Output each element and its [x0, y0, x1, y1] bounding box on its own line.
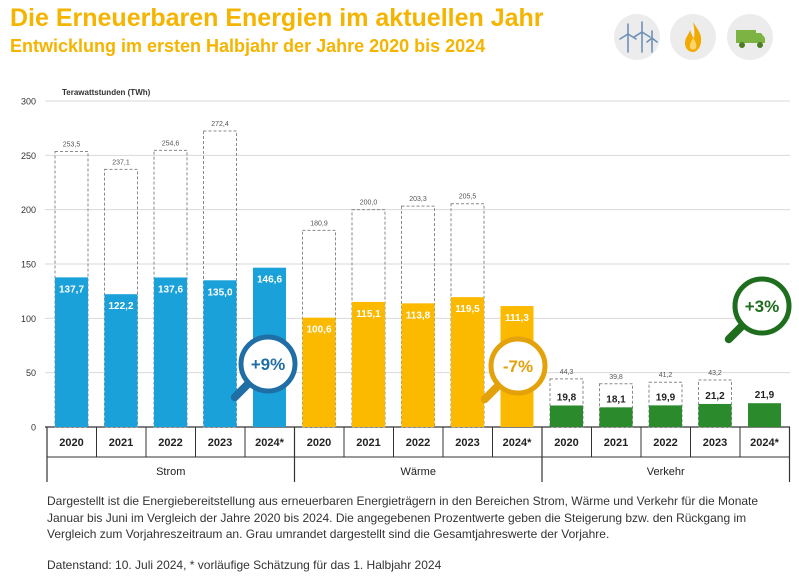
x-tick-label: 2022	[653, 437, 677, 449]
magnifier-lens-icon	[732, 276, 792, 336]
y-axis-label: Terawattstunden (TWh)	[62, 88, 151, 97]
flame-icon	[670, 14, 716, 60]
full-year-label: 254,6	[162, 140, 180, 147]
bar-value-label: 18,1	[606, 394, 626, 405]
bar-value-label: 21,2	[705, 391, 725, 402]
bar	[154, 277, 187, 427]
y-tick-label: 150	[21, 260, 36, 270]
bar-value-label: 122,2	[108, 301, 133, 312]
y-tick-label: 0	[31, 423, 36, 433]
bar	[104, 294, 138, 427]
bar-value-label: 137,6	[158, 284, 183, 295]
bar	[649, 405, 682, 427]
bar-value-label: 100,6	[306, 325, 331, 336]
wind-turbine-icon	[614, 14, 660, 60]
bar-value-label: 111,3	[505, 313, 529, 324]
x-tick-label: 2024*	[750, 437, 779, 449]
x-tick-label: 2023	[703, 437, 727, 449]
truck-icon	[727, 14, 773, 60]
x-tick-label: 2020	[554, 437, 578, 449]
bar-value-label: 19,8	[557, 392, 577, 403]
magnifier-handle-icon	[724, 321, 747, 344]
change-percent-label: +9%	[251, 355, 286, 374]
y-tick-label: 200	[21, 205, 36, 215]
bar	[352, 301, 385, 427]
full-year-label: 180,9	[310, 220, 328, 227]
full-year-label: 41,2	[659, 372, 673, 379]
full-year-outline	[648, 381, 683, 428]
magnifier-lens-icon	[488, 336, 548, 396]
full-year-label: 200,0	[360, 200, 378, 207]
group-label: Verkehr	[647, 466, 685, 478]
bar-value-label: 119,5	[455, 304, 480, 315]
group-label: Strom	[156, 466, 185, 478]
chart-subtitle: Entwicklung im ersten Halbjahr der Jahre…	[10, 36, 486, 56]
x-tick-label: 2022	[406, 437, 430, 449]
x-tick-label: 2022	[158, 437, 182, 449]
bar	[698, 403, 732, 427]
bar-value-label: 137,7	[59, 284, 84, 295]
full-year-label: 237,1	[112, 159, 130, 166]
chart-title: Die Erneuerbaren Energien im aktuellen J…	[10, 4, 544, 32]
x-tick-label: 2023	[208, 437, 232, 449]
group-label: Wärme	[401, 466, 436, 478]
y-tick-label: 300	[21, 97, 36, 107]
full-year-label: 253,5	[63, 142, 81, 149]
change-percent-label: +3%	[745, 297, 780, 316]
bar	[302, 317, 336, 427]
bar-value-label: 113,8	[406, 310, 431, 321]
bar	[599, 407, 633, 427]
magnifier-handle-icon	[230, 379, 253, 402]
full-year-label: 272,4	[211, 121, 229, 128]
full-year-label: 44,3	[560, 369, 574, 376]
footer-datenstand: Datenstand: 10. Juli 2024, * vorläufige …	[47, 558, 442, 572]
x-tick-label: 2020	[59, 437, 83, 449]
bar-value-label: 21,9	[755, 390, 775, 401]
x-tick-label: 2024*	[255, 437, 284, 449]
x-tick-label: 2021	[109, 437, 133, 449]
bar-value-label: 146,6	[257, 275, 282, 286]
bar-value-label: 135,0	[207, 287, 232, 298]
bar-chart: Terawattstunden (TWh) 0 50 100 150 200 250 300 2…	[21, 88, 792, 482]
x-tick-label: 2020	[307, 437, 331, 449]
x-tick-label: 2021	[604, 437, 628, 449]
y-tick-label: 250	[21, 151, 36, 161]
bar	[451, 297, 484, 427]
bar	[550, 405, 583, 427]
x-tick-label: 2024*	[503, 437, 532, 449]
y-tick-label: 100	[21, 314, 36, 324]
change-percent-label: -7%	[503, 357, 533, 376]
x-tick-label: 2021	[356, 437, 380, 449]
x-tick-label: 2023	[455, 437, 479, 449]
magnifier-lens-icon	[238, 334, 298, 394]
bar	[203, 280, 237, 427]
full-year-label: 205,5	[459, 194, 477, 201]
bar	[55, 277, 88, 427]
full-year-label: 43,2	[708, 370, 722, 377]
bar-value-label: 19,9	[656, 392, 676, 403]
bar-value-label: 115,1	[356, 309, 381, 320]
bar	[401, 303, 435, 427]
bar	[748, 403, 781, 427]
full-year-label: 203,3	[409, 196, 427, 203]
y-tick-label: 50	[26, 368, 36, 378]
full-year-label: 39,8	[609, 374, 623, 381]
magnifier-handle-icon	[480, 381, 503, 404]
footer-description: Dargestellt ist die Energiebereitstellun…	[47, 494, 759, 541]
